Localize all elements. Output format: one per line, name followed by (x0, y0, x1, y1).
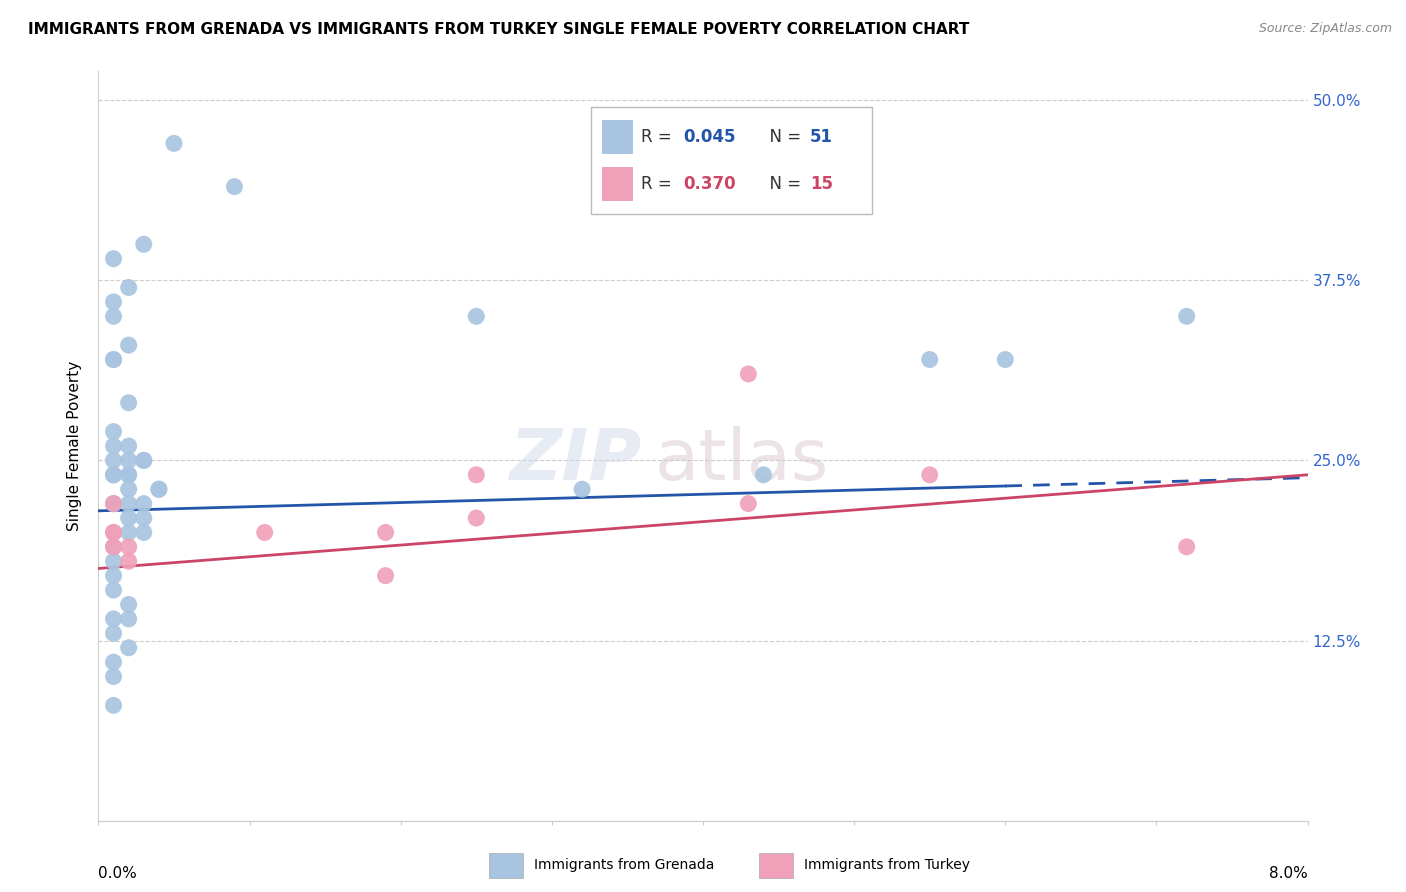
Point (103, 352, 125, 367)
Point (103, 497, 125, 511)
Point (465, 511, 488, 525)
Text: atlas: atlas (655, 426, 830, 495)
Text: 15: 15 (810, 175, 832, 193)
Point (465, 467, 488, 482)
Point (103, 655, 125, 669)
Point (118, 511, 141, 525)
Point (118, 467, 141, 482)
Text: N =: N = (759, 128, 807, 146)
Point (103, 669, 125, 683)
Text: 0.0%: 0.0% (98, 865, 138, 880)
Point (132, 453, 155, 467)
Bar (489, 853, 523, 878)
Point (103, 294, 125, 309)
Point (103, 425, 125, 439)
Point (148, 482, 170, 496)
Point (103, 497, 125, 511)
Point (118, 338, 141, 352)
Point (118, 540, 141, 554)
Point (374, 568, 396, 582)
Point (118, 396, 141, 410)
Point (118, 482, 141, 496)
Point (224, 179, 246, 194)
Point (118, 525, 141, 540)
Point (103, 497, 125, 511)
Text: 8.0%: 8.0% (1268, 865, 1308, 880)
Point (737, 497, 759, 511)
Text: IMMIGRANTS FROM GRENADA VS IMMIGRANTS FROM TURKEY SINGLE FEMALE POVERTY CORRELAT: IMMIGRANTS FROM GRENADA VS IMMIGRANTS FR… (28, 22, 970, 37)
Bar (602, 167, 633, 202)
Point (103, 525, 125, 540)
Point (163, 136, 186, 151)
Point (132, 497, 155, 511)
Text: N =: N = (759, 175, 807, 193)
Point (118, 453, 141, 467)
Text: R =: R = (641, 128, 678, 146)
Point (132, 237, 155, 252)
Point (118, 640, 141, 655)
Text: 0.045: 0.045 (683, 128, 735, 146)
Point (103, 540, 125, 554)
Point (148, 482, 170, 496)
Point (103, 540, 125, 554)
Text: Immigrants from Grenada: Immigrants from Grenada (534, 858, 714, 872)
Point (103, 467, 125, 482)
Point (103, 698, 125, 713)
Point (571, 482, 593, 496)
Point (132, 511, 155, 525)
Point (994, 352, 1017, 367)
Point (737, 367, 759, 381)
Point (118, 467, 141, 482)
Point (918, 467, 941, 482)
Point (118, 598, 141, 612)
Text: 51: 51 (810, 128, 832, 146)
Text: 0.370: 0.370 (683, 175, 735, 193)
Point (103, 554, 125, 568)
Point (118, 612, 141, 626)
Point (918, 352, 941, 367)
Text: R =: R = (641, 175, 678, 193)
Point (132, 525, 155, 540)
Text: Immigrants from Turkey: Immigrants from Turkey (804, 858, 970, 872)
Bar (602, 120, 633, 154)
Point (1175, 310, 1198, 324)
Point (118, 554, 141, 568)
Point (103, 310, 125, 324)
Point (103, 467, 125, 482)
Point (103, 612, 125, 626)
Point (103, 626, 125, 640)
Text: Source: ZipAtlas.com: Source: ZipAtlas.com (1258, 22, 1392, 36)
Point (103, 525, 125, 540)
Point (132, 453, 155, 467)
Point (118, 280, 141, 294)
Point (253, 525, 276, 540)
Point (118, 497, 141, 511)
Point (1175, 540, 1198, 554)
Text: ZIP: ZIP (510, 426, 643, 495)
Point (103, 352, 125, 367)
Bar (759, 853, 793, 878)
Point (118, 439, 141, 453)
FancyBboxPatch shape (591, 107, 872, 214)
Y-axis label: Single Female Poverty: Single Female Poverty (67, 361, 83, 531)
Point (103, 439, 125, 453)
Point (103, 583, 125, 598)
Point (752, 467, 775, 482)
Point (465, 310, 488, 324)
Point (103, 453, 125, 467)
Point (103, 252, 125, 266)
Point (103, 568, 125, 582)
Point (374, 525, 396, 540)
